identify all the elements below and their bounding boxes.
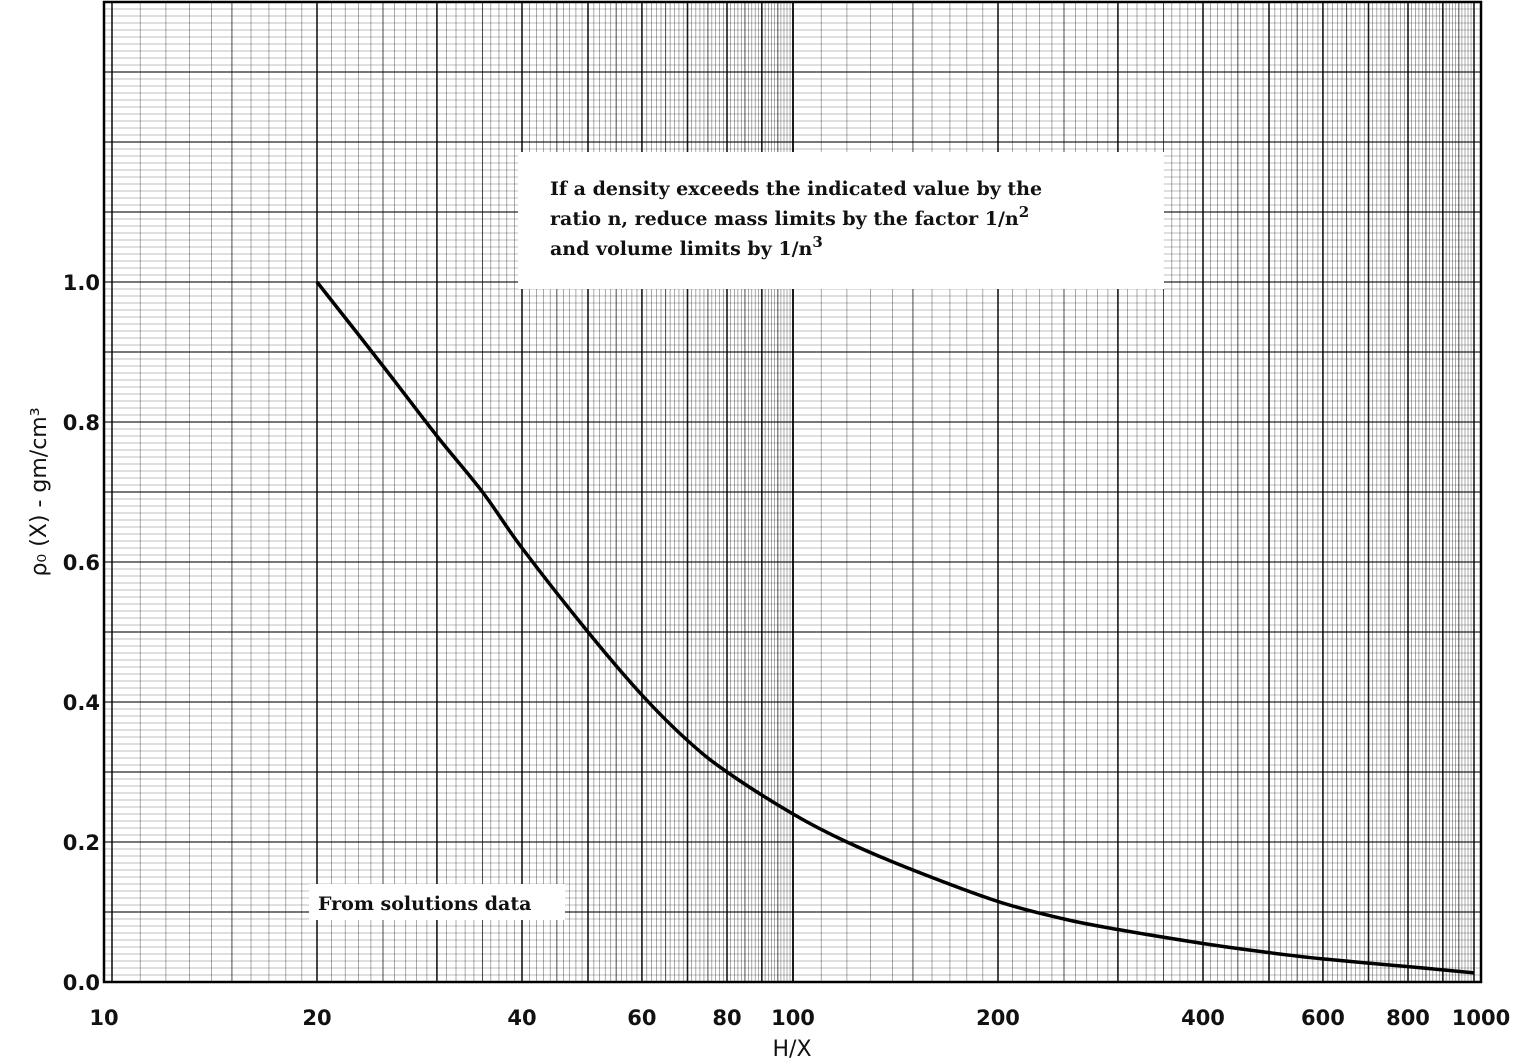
x-tick-label: 10 <box>89 1006 118 1030</box>
x-tick-label: 800 <box>1386 1006 1430 1030</box>
y-tick-label: 0.0 <box>63 971 100 995</box>
density-curve <box>315 280 1475 975</box>
x-tick-label: 80 <box>712 1006 741 1030</box>
x-tick-labels: 10 20 40 60 80 100 200 400 600 800 1000 <box>89 1006 1510 1030</box>
y-tick-labels: 0.0 0.2 0.4 0.6 0.8 1.0 <box>63 271 100 995</box>
x-tick-label: 1000 <box>1452 1006 1510 1030</box>
x-tick-label: 20 <box>302 1006 331 1030</box>
note-line-3: and volume limits by 1/n3 <box>550 233 823 260</box>
x-tick-label: 60 <box>627 1006 656 1030</box>
source-label: From solutions data <box>318 893 531 915</box>
y-tick-label: 0.4 <box>63 691 100 715</box>
plot-frame <box>102 0 1483 984</box>
x-tick-label: 40 <box>507 1006 536 1030</box>
x-tick-label: 100 <box>771 1006 815 1030</box>
x-axis-title: H/X <box>772 1037 811 1062</box>
note-box: If a density exceeds the indicated value… <box>518 152 1164 289</box>
y-tick-label: 0.2 <box>63 831 100 855</box>
source-label-box: From solutions data <box>309 884 565 920</box>
note-line-2: ratio n, reduce mass limits by the facto… <box>550 203 1029 230</box>
grid <box>104 2 1481 983</box>
x-tick-label: 200 <box>976 1006 1020 1030</box>
y-tick-label: 0.6 <box>63 551 100 575</box>
note-line-1: If a density exceeds the indicated value… <box>550 178 1042 200</box>
y-tick-label: 0.8 <box>63 411 100 435</box>
x-tick-label: 400 <box>1181 1006 1225 1030</box>
x-tick-label: 600 <box>1301 1006 1345 1030</box>
y-tick-label: 1.0 <box>63 271 100 295</box>
y-axis-title: ρ₀ (X) - gm/cm³ <box>27 407 52 576</box>
